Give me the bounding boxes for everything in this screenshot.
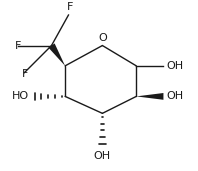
Polygon shape [49, 43, 65, 66]
Text: OH: OH [166, 91, 183, 101]
Text: F: F [67, 2, 73, 12]
Polygon shape [136, 93, 163, 100]
Text: OH: OH [94, 151, 111, 161]
Text: O: O [98, 33, 107, 43]
Text: F: F [22, 69, 28, 78]
Text: OH: OH [166, 61, 183, 71]
Text: F: F [15, 41, 21, 50]
Text: HO: HO [11, 91, 29, 101]
